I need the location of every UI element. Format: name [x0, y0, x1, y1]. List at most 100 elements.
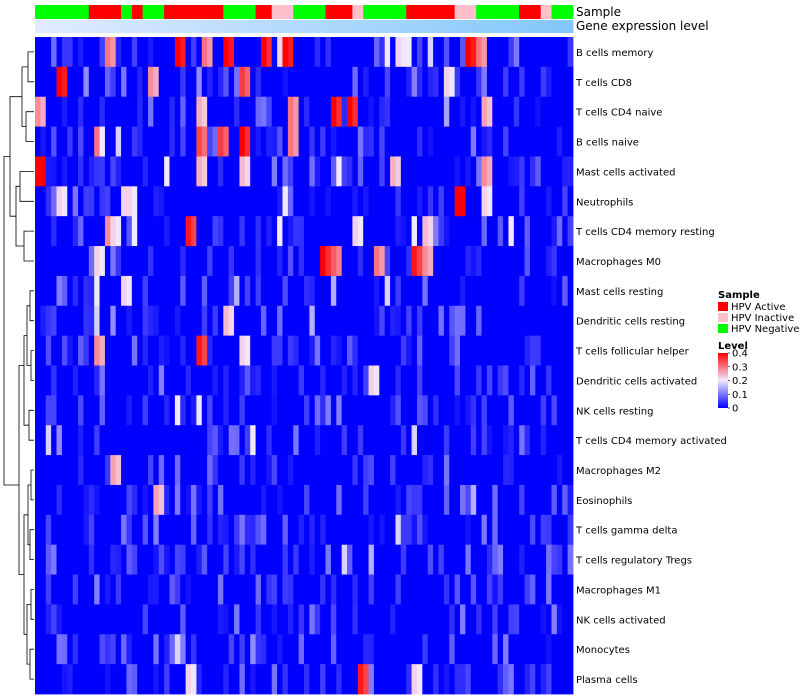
- heatmap-cell: [137, 156, 143, 187]
- heatmap-cell: [320, 664, 326, 695]
- heatmap-cell: [476, 425, 482, 456]
- heatmap-cell: [546, 66, 552, 98]
- heatmap-cell: [476, 156, 482, 187]
- heatmap-cell: [56, 126, 63, 157]
- heatmap-cell: [411, 186, 418, 217]
- heatmap-cell: [427, 216, 434, 247]
- heatmap-cell: [470, 604, 477, 635]
- heatmap-cell: [400, 634, 407, 665]
- heatmap-cell: [562, 544, 569, 575]
- heatmap-cell: [255, 604, 262, 635]
- heatmap-cell: [363, 37, 369, 68]
- row-label: Monocytes: [576, 645, 630, 656]
- heatmap-cell: [395, 305, 402, 337]
- heatmap-cell: [255, 305, 262, 337]
- heatmap-cell: [373, 514, 380, 546]
- heatmap-cell: [56, 305, 63, 337]
- heatmap-cell: [78, 634, 84, 665]
- sample-annotation-cell: [234, 5, 240, 19]
- heatmap-cell: [51, 335, 57, 366]
- heatmap-cell: [67, 335, 74, 366]
- heatmap-cell: [562, 216, 569, 247]
- heatmap-cell: [110, 425, 117, 456]
- heatmap-cell: [104, 395, 111, 426]
- heatmap-cell: [503, 395, 509, 426]
- heatmap-cell: [562, 275, 569, 307]
- row-label: Eosinophils: [576, 496, 632, 507]
- expression-annotation-cell: [255, 20, 262, 33]
- heatmap-cell: [131, 664, 138, 695]
- heatmap-cell: [567, 96, 574, 127]
- heatmap-cell: [78, 574, 84, 605]
- heatmap-cell: [567, 544, 574, 575]
- heatmap-cell: [481, 66, 488, 98]
- heatmap-cell: [390, 544, 396, 575]
- heatmap-cell: [481, 455, 488, 486]
- heatmap-cell: [476, 216, 482, 247]
- heatmap-cell: [40, 604, 47, 635]
- heatmap-cell: [368, 66, 375, 98]
- heatmap-cell: [519, 484, 525, 516]
- expression-annotation-cell: [460, 20, 466, 33]
- heatmap-cell: [244, 604, 251, 635]
- heatmap-cell: [164, 455, 170, 486]
- heatmap-cell: [347, 514, 353, 546]
- heatmap-cell: [503, 574, 509, 605]
- heatmap-cell: [406, 634, 412, 665]
- heatmap-cell: [416, 305, 423, 337]
- heatmap-cell: [94, 186, 100, 217]
- heatmap-cell: [287, 96, 294, 127]
- heatmap-cell: [147, 186, 154, 217]
- heatmap-cell: [357, 604, 364, 635]
- sample-annotation-cell: [492, 5, 499, 19]
- heatmap-cell: [45, 186, 52, 217]
- expression-annotation-cell: [223, 20, 230, 33]
- heatmap-cell: [460, 216, 466, 247]
- heatmap-cell: [234, 335, 240, 366]
- heatmap-cell: [234, 37, 240, 68]
- heatmap-cell: [411, 514, 418, 546]
- heatmap-cell: [174, 335, 181, 366]
- heatmap-cell: [35, 126, 41, 157]
- heatmap-cell: [347, 216, 353, 247]
- heatmap-cell: [266, 365, 273, 396]
- heatmap-cell: [121, 37, 127, 68]
- heatmap-cell: [72, 156, 79, 187]
- heatmap-cell: [142, 37, 149, 68]
- heatmap-cell: [524, 664, 531, 695]
- dendrogram-branch: [3, 156, 19, 486]
- heatmap-cell: [78, 126, 84, 157]
- heatmap-cell: [88, 156, 95, 187]
- sample-annotation-cell: [406, 5, 412, 19]
- heatmap-cell: [400, 96, 407, 127]
- heatmap-cell: [551, 634, 558, 665]
- heatmap-cell: [174, 634, 181, 665]
- heatmap-cell: [562, 186, 569, 217]
- heatmap-cell: [196, 335, 203, 366]
- sample-annotation-cell: [470, 5, 477, 19]
- heatmap-cell: [115, 365, 122, 396]
- heatmap-cell: [180, 455, 187, 486]
- heatmap-cell: [212, 514, 219, 546]
- heatmap-cell: [508, 275, 515, 307]
- heatmap-cell: [78, 664, 84, 695]
- heatmap-cell: [567, 37, 574, 68]
- sample-annotation-cell: [433, 5, 439, 19]
- heatmap-cell: [99, 156, 106, 187]
- heatmap-cell: [201, 544, 208, 575]
- heatmap-cell: [492, 96, 499, 127]
- heatmap-cell: [287, 664, 294, 695]
- heatmap-cell: [228, 96, 235, 127]
- heatmap-cell: [293, 126, 300, 157]
- heatmap-cell: [379, 246, 386, 277]
- heatmap-cell: [40, 395, 47, 426]
- heatmap-cell: [352, 96, 359, 127]
- heatmap-cell: [556, 365, 563, 396]
- heatmap-cell: [352, 335, 359, 366]
- heatmap-cell: [104, 186, 111, 217]
- heatmap-cell: [363, 484, 369, 516]
- heatmap-cell: [314, 484, 321, 516]
- heatmap-cell: [540, 544, 547, 575]
- heatmap-cell: [266, 96, 273, 127]
- heatmap-cell: [169, 604, 176, 635]
